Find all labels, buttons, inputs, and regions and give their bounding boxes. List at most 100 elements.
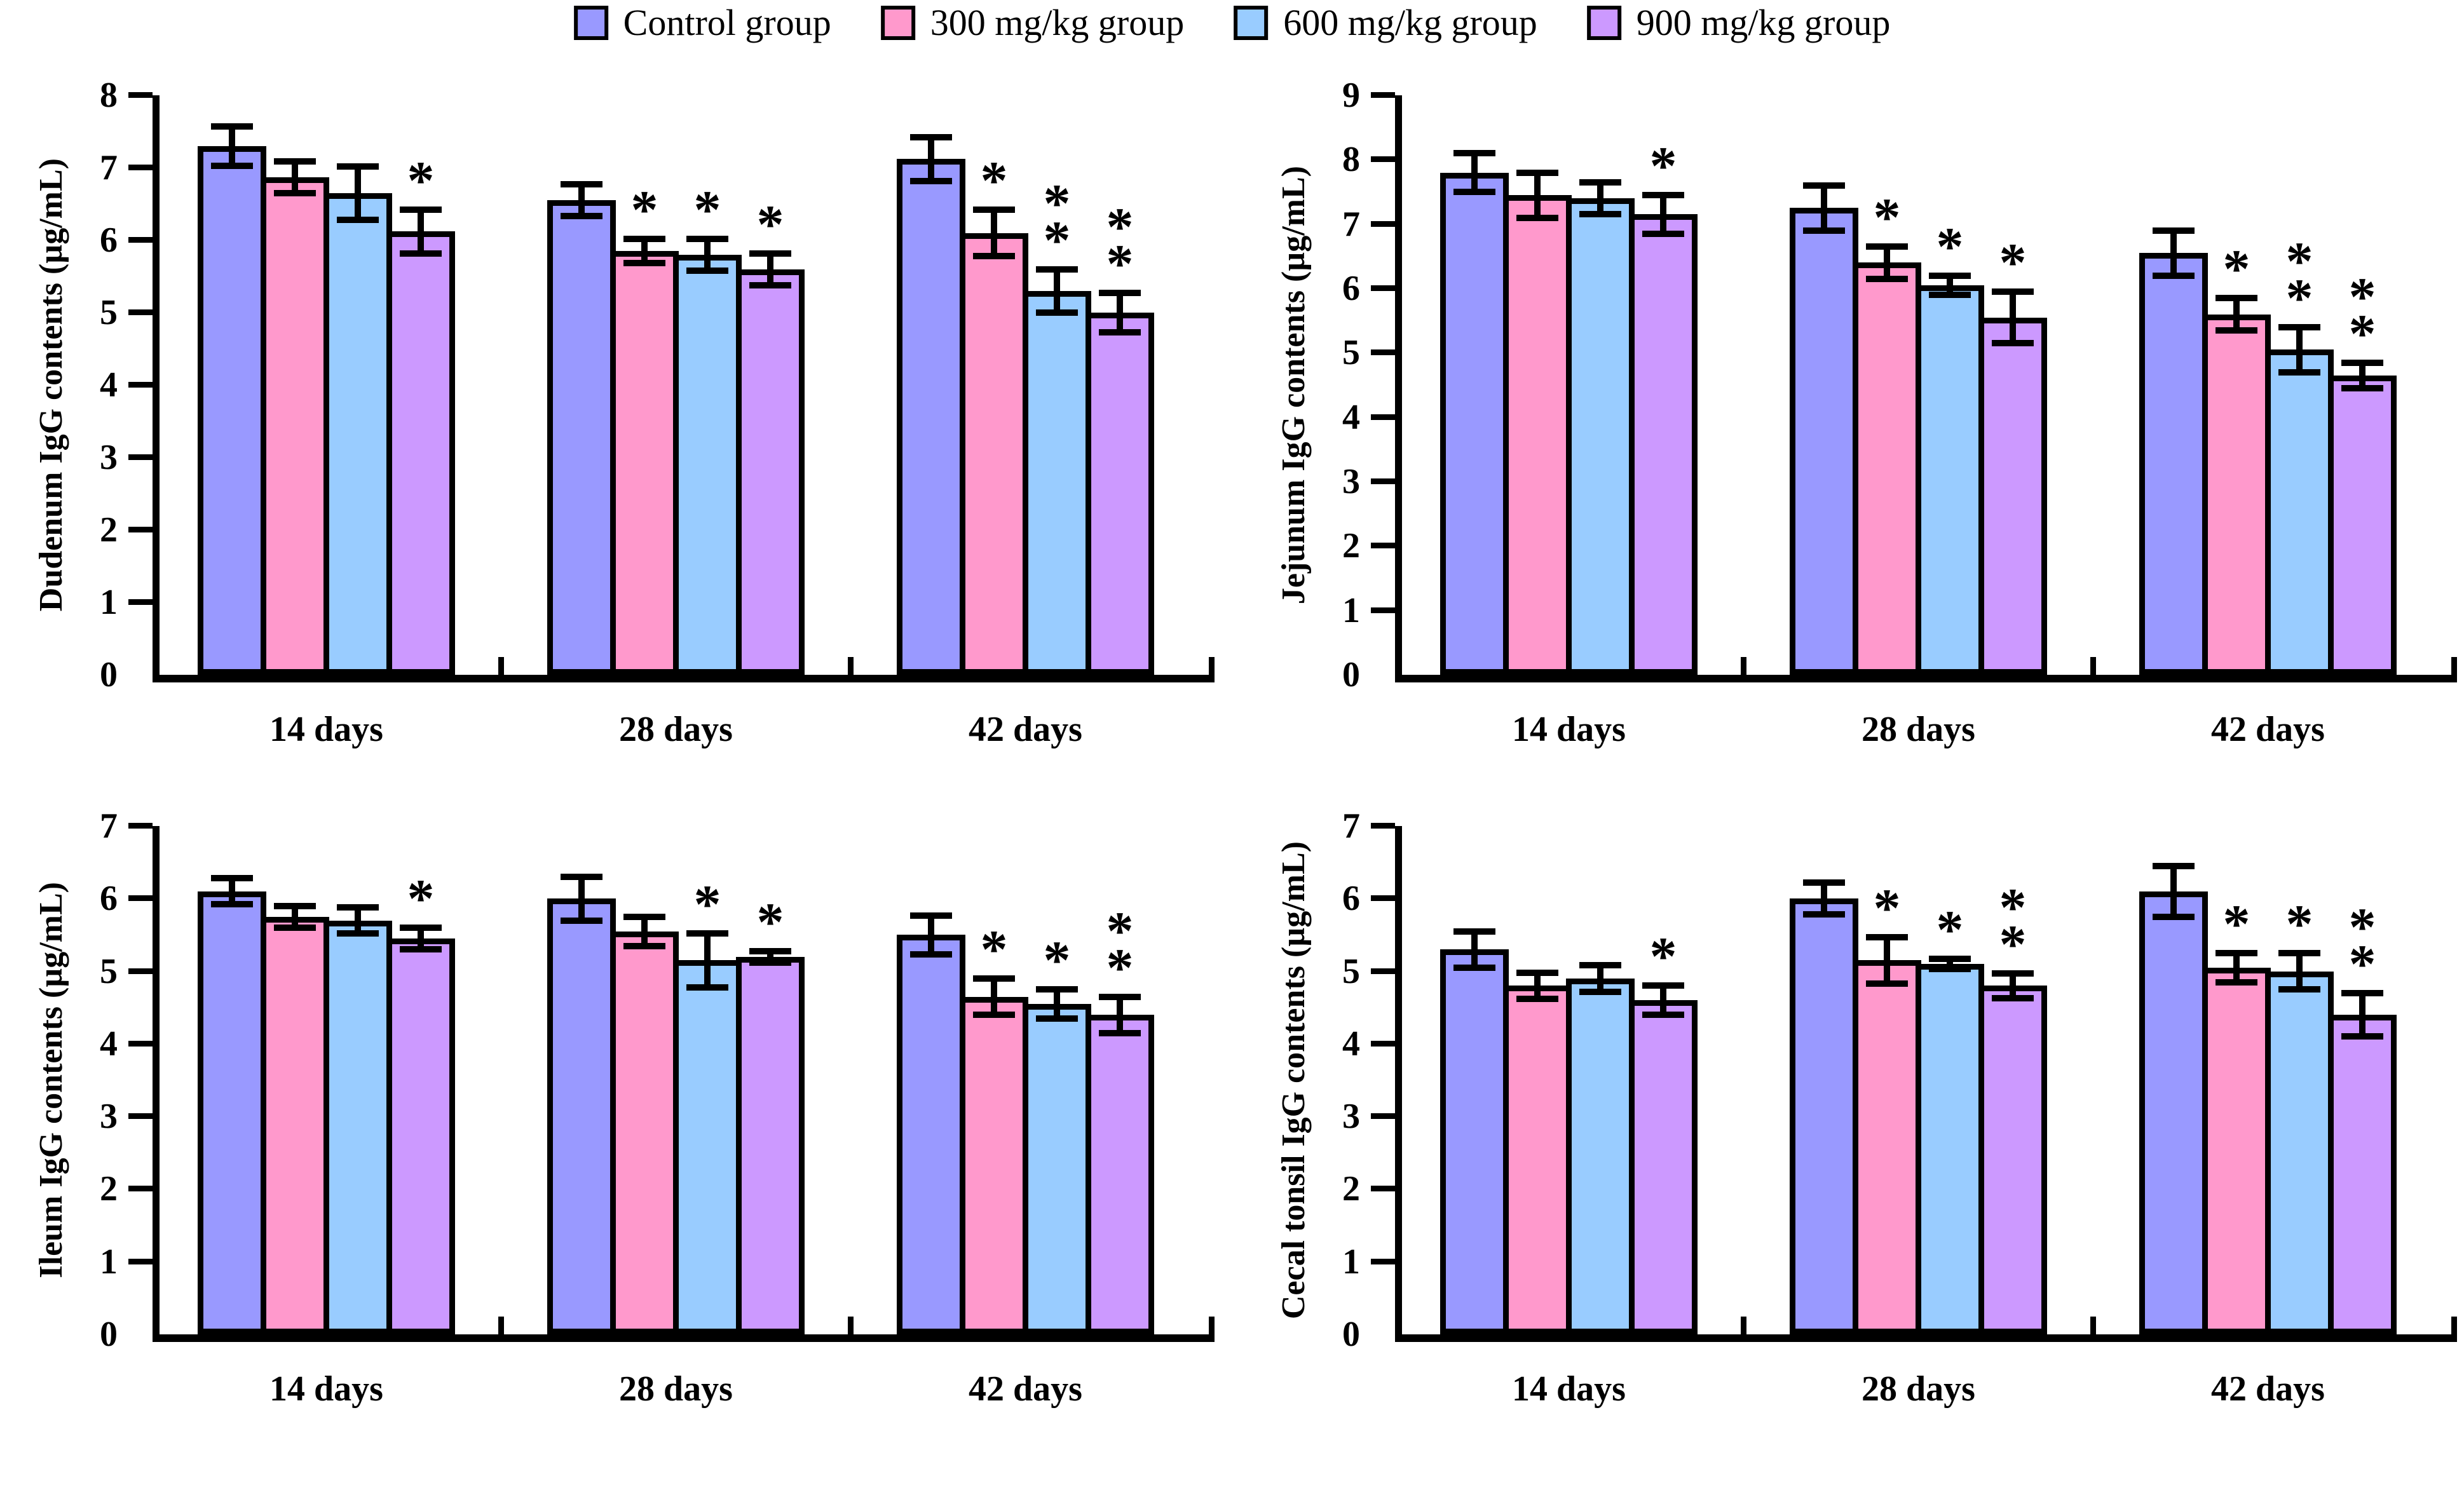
error-bar-cap xyxy=(686,236,728,242)
bar-cecal-tonsil-300-28days xyxy=(1853,960,1921,1334)
error-bar-line xyxy=(641,239,648,263)
star-icon: * xyxy=(1936,216,1964,277)
bar-jejunum-600-28days xyxy=(1916,285,1984,675)
error-bar-cap xyxy=(2341,385,2383,391)
bar-duodenum-control-14days xyxy=(198,146,266,675)
y-tick xyxy=(1371,895,1395,902)
bar-cecal-tonsil-600-42days xyxy=(2265,972,2334,1334)
y-tick-label: 3 xyxy=(100,438,118,477)
y-tick xyxy=(1371,156,1395,163)
error-bar-cap xyxy=(1866,276,1908,282)
significance-stars: * xyxy=(376,868,465,929)
error-bar-cap xyxy=(910,178,952,184)
error-bar-line xyxy=(2010,292,2016,343)
error-bar-cap xyxy=(274,925,316,931)
x-category-label: 42 days xyxy=(969,710,1082,749)
y-tick-label: 7 xyxy=(100,806,118,846)
y-tick xyxy=(1371,1186,1395,1192)
y-tick xyxy=(128,237,153,243)
error-bar-cap xyxy=(2278,950,2320,956)
bar-duodenum-300-28days xyxy=(610,251,679,675)
x-category-label: 14 days xyxy=(1512,1369,1626,1409)
star-icon: * xyxy=(630,179,658,240)
error-bar-cap xyxy=(1453,189,1495,195)
y-tick xyxy=(128,1113,153,1120)
y-tick-label: 1 xyxy=(100,583,118,622)
bar-ileum-control-42days xyxy=(897,935,965,1334)
x-category-label: 28 days xyxy=(619,1369,733,1409)
error-bar-cap xyxy=(2153,914,2195,920)
error-bar-line xyxy=(1821,883,1827,914)
bar-duodenum-control-28days xyxy=(547,200,616,675)
error-bar-cap xyxy=(1453,928,1495,935)
significance-stars: * xyxy=(726,197,815,252)
bar-cecal-tonsil-900-14days xyxy=(1629,1000,1698,1334)
bar-cecal-tonsil-900-28days xyxy=(1978,986,2047,1334)
error-bar-cap xyxy=(749,948,791,954)
bar-jejunum-900-14days xyxy=(1629,214,1698,675)
y-tick-label: 2 xyxy=(1342,1169,1360,1209)
x-axis-labels: 14 days 28 days 42 days xyxy=(1395,1342,2457,1437)
error-bar-line xyxy=(641,917,648,946)
error-bar-cap xyxy=(1803,911,1845,918)
error-bar-cap xyxy=(686,930,728,937)
y-tick-label: 3 xyxy=(100,1097,118,1137)
y-tick-label: 4 xyxy=(100,1024,118,1064)
star-icon: * xyxy=(1936,899,1964,960)
y-tick-label: 1 xyxy=(1342,1242,1360,1282)
y-tick xyxy=(128,165,153,170)
error-bar-line xyxy=(1471,153,1478,192)
y-axis-title-col: Dudenum IgG contents (µg/mL) xyxy=(19,95,83,675)
bar-ileum-600-28days xyxy=(673,960,742,1334)
star-icon: * xyxy=(2285,231,2313,292)
star-icon: * xyxy=(2348,303,2376,364)
error-bar-cap xyxy=(1642,192,1684,198)
plot-area: * * * * * * * * * xyxy=(128,92,1215,682)
significance-stars: * xyxy=(1619,926,1708,987)
error-bar-line xyxy=(767,254,773,285)
y-tick-label: 3 xyxy=(1342,1097,1360,1137)
star-icon: * xyxy=(1649,926,1677,987)
y-tick-label: 7 xyxy=(1342,806,1360,846)
y-tick-label: 6 xyxy=(1342,879,1360,919)
legend-item-3: 600 mg/kg group xyxy=(1234,4,1537,42)
significance-stars: * xyxy=(1619,139,1708,193)
star-icon: * xyxy=(2348,933,2376,994)
error-bar-cap xyxy=(1453,150,1495,156)
error-bar-cap xyxy=(973,253,1015,259)
significance-stars: * * xyxy=(2318,269,2407,364)
y-axis-title: Dudenum IgG contents (µg/mL) xyxy=(32,158,69,612)
error-bar-line xyxy=(2233,953,2240,982)
y-tick xyxy=(128,454,153,460)
bar-jejunum-300-42days xyxy=(2202,315,2271,675)
error-bar-line xyxy=(1471,932,1478,968)
bar-ileum-900-28days xyxy=(736,957,805,1334)
error-bar-line xyxy=(1117,293,1123,332)
star-icon: * xyxy=(407,868,435,929)
significance-stars: * xyxy=(1968,235,2057,290)
error-bar-line xyxy=(2233,298,2240,330)
star-icon: * xyxy=(980,919,1008,980)
error-bar-cap xyxy=(1866,934,1908,940)
significance-stars: * * xyxy=(1012,176,1101,271)
significance-stars: * xyxy=(1012,933,1101,987)
error-bar-cap xyxy=(1929,956,1971,962)
y-axis-tick-labels: 0 1 2 3 4 5 6 7 8 9 xyxy=(1325,76,1395,695)
y-tick xyxy=(128,527,153,532)
significance-stars: * xyxy=(2255,897,2344,951)
significance-stars: * xyxy=(600,179,689,240)
y-tick-label: 4 xyxy=(1342,1024,1360,1064)
y-axis-tick-labels: 0 1 2 3 4 5 6 7 xyxy=(1325,806,1395,1354)
error-bar-cap xyxy=(561,918,602,924)
error-bar-line xyxy=(2296,327,2303,372)
error-bar-cap xyxy=(623,943,665,949)
chart-panel-cecal-tonsil: Cecal tonsil IgG contents (µg/mL) 0 1 2 3 4 5… xyxy=(1262,791,2457,1437)
error-bar-cap xyxy=(686,984,728,991)
error-bar-line xyxy=(2359,363,2365,388)
star-icon: * xyxy=(1043,210,1071,271)
error-bar-line xyxy=(229,878,235,904)
error-bar-line xyxy=(1884,247,1890,279)
significance-stars: * xyxy=(1842,190,1931,245)
x-axis-end-tick xyxy=(2451,1317,2457,1334)
